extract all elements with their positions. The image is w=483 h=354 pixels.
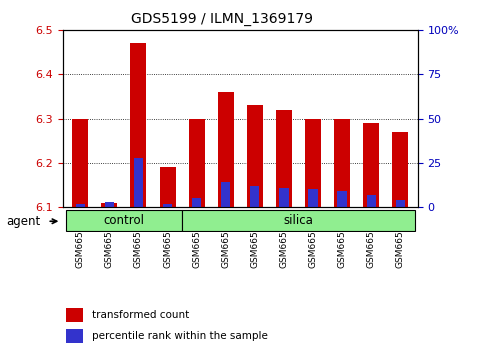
Bar — [105, 202, 114, 207]
Bar — [247, 105, 263, 207]
Text: transformed count: transformed count — [92, 310, 189, 320]
Bar — [67, 329, 83, 343]
Bar — [67, 308, 83, 322]
Bar — [72, 119, 88, 207]
Bar — [134, 158, 143, 207]
Text: silica: silica — [284, 214, 313, 227]
FancyBboxPatch shape — [182, 210, 415, 231]
Bar — [308, 189, 318, 207]
Bar — [130, 44, 146, 207]
Bar — [392, 132, 408, 207]
Bar — [396, 200, 405, 207]
Bar — [189, 119, 205, 207]
Bar — [218, 92, 234, 207]
FancyBboxPatch shape — [66, 210, 182, 231]
Bar — [250, 186, 259, 207]
Bar — [101, 202, 117, 207]
Bar — [334, 119, 350, 207]
Bar — [276, 110, 292, 207]
Bar — [363, 123, 379, 207]
Text: agent: agent — [6, 215, 40, 228]
Bar — [192, 198, 201, 207]
Bar — [305, 119, 321, 207]
Bar — [159, 167, 175, 207]
Text: GDS5199 / ILMN_1369179: GDS5199 / ILMN_1369179 — [131, 12, 313, 27]
Bar — [76, 204, 85, 207]
Text: percentile rank within the sample: percentile rank within the sample — [92, 331, 268, 341]
Bar — [221, 182, 230, 207]
Bar — [338, 191, 347, 207]
Bar — [163, 204, 172, 207]
Text: control: control — [103, 214, 144, 227]
Bar — [279, 188, 289, 207]
Bar — [367, 195, 376, 207]
